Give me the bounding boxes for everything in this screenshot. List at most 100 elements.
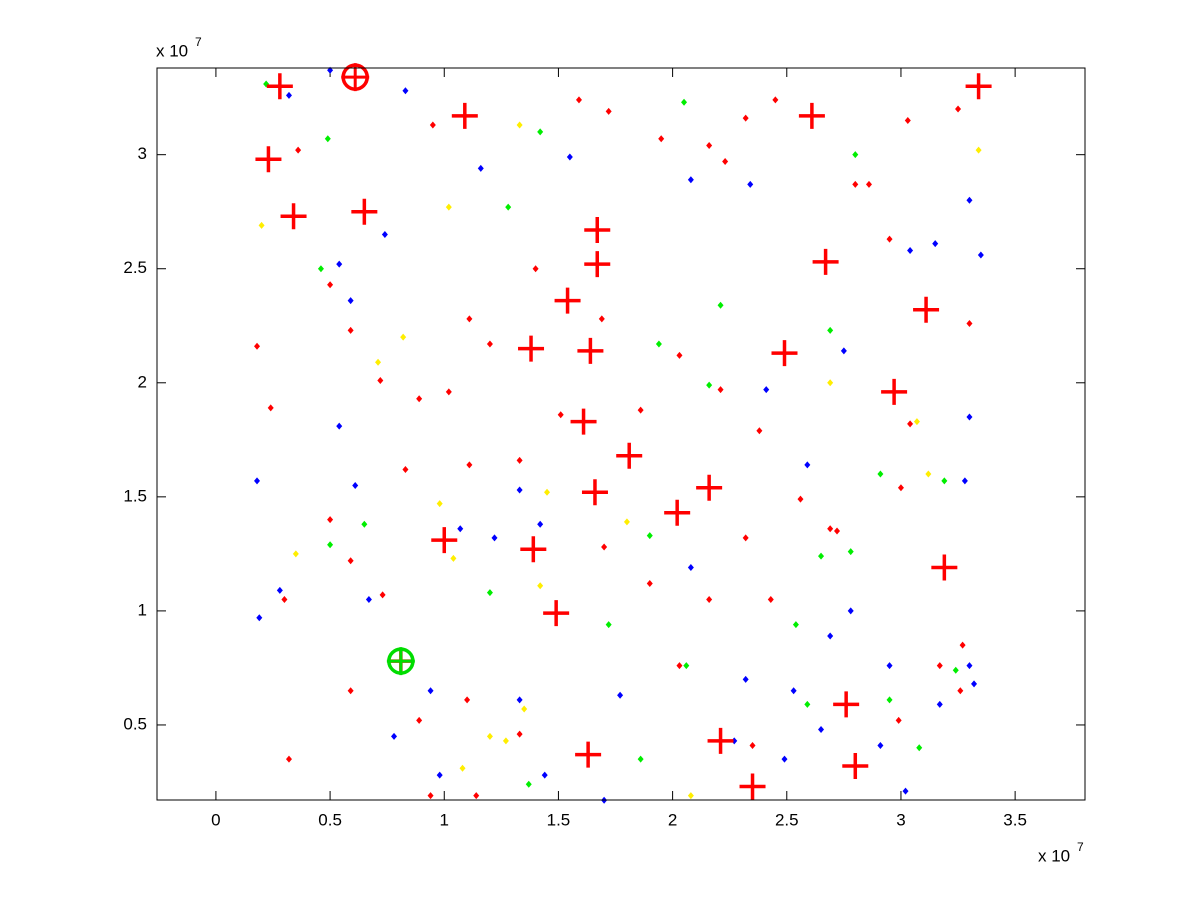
point xyxy=(605,107,612,115)
point xyxy=(804,700,811,708)
plus-marker xyxy=(431,527,458,554)
point xyxy=(491,534,498,542)
point xyxy=(742,534,749,542)
point xyxy=(847,607,854,615)
plus-marker xyxy=(913,296,940,323)
point xyxy=(537,582,544,590)
plus-marker xyxy=(771,340,798,367)
x-tick-label: 2.5 xyxy=(775,810,799,829)
point xyxy=(466,315,473,323)
point xyxy=(254,477,261,485)
x-scale-label: x 10 xyxy=(1038,846,1070,865)
point xyxy=(347,297,354,305)
point xyxy=(932,240,939,248)
plus-marker xyxy=(543,600,570,627)
point xyxy=(966,662,973,670)
point xyxy=(936,662,943,670)
x-tick-label: 3 xyxy=(896,810,905,829)
plus-marker xyxy=(255,146,282,173)
point xyxy=(742,114,749,122)
point xyxy=(276,586,283,594)
plot-frame xyxy=(156,67,1086,801)
y-tick-label: 3 xyxy=(138,144,147,163)
point xyxy=(557,411,564,419)
point xyxy=(516,730,523,738)
point xyxy=(966,319,973,327)
point xyxy=(717,386,724,394)
point xyxy=(347,557,354,565)
point xyxy=(327,66,334,74)
point xyxy=(687,176,694,184)
point xyxy=(541,771,548,779)
plus-marker xyxy=(575,741,602,768)
point xyxy=(427,687,434,695)
point xyxy=(516,696,523,704)
point xyxy=(477,164,484,172)
x-scale-exponent: 7 xyxy=(1077,840,1084,854)
point xyxy=(847,548,854,556)
point xyxy=(617,691,624,699)
point xyxy=(907,420,914,428)
point xyxy=(827,525,834,533)
plus-marker xyxy=(664,499,691,526)
point xyxy=(256,614,263,622)
y-scale-label: x 10 xyxy=(156,41,188,60)
point xyxy=(977,251,984,259)
point xyxy=(763,386,770,394)
y-tick-label: 2 xyxy=(138,372,147,391)
point xyxy=(804,461,811,469)
point xyxy=(975,146,982,154)
point xyxy=(336,422,343,430)
plus-marker xyxy=(451,102,478,129)
point xyxy=(655,340,662,348)
point xyxy=(706,142,713,150)
point xyxy=(292,550,299,558)
point xyxy=(902,787,909,795)
point xyxy=(818,726,825,734)
point xyxy=(827,632,834,640)
point xyxy=(797,495,804,503)
point xyxy=(907,246,914,254)
point xyxy=(742,675,749,683)
point xyxy=(966,413,973,421)
point xyxy=(427,792,434,800)
y-tick-label: 2.5 xyxy=(123,258,147,277)
point xyxy=(347,326,354,334)
plus-marker xyxy=(965,73,992,100)
point xyxy=(877,470,884,478)
point xyxy=(916,744,923,752)
point xyxy=(637,406,644,414)
point xyxy=(852,180,859,188)
point xyxy=(544,488,551,496)
point xyxy=(416,395,423,403)
point xyxy=(687,792,694,800)
plus-marker xyxy=(518,335,545,362)
point xyxy=(537,128,544,136)
x-tick-label: 3.5 xyxy=(1003,810,1027,829)
point xyxy=(834,527,841,535)
point xyxy=(375,358,382,366)
point xyxy=(466,461,473,469)
y-tick-label: 0.5 xyxy=(123,714,147,733)
point xyxy=(658,135,665,143)
plus-marker xyxy=(812,248,839,275)
plus-marker xyxy=(266,73,293,100)
point xyxy=(904,116,911,124)
point xyxy=(623,518,630,526)
x-tick-label: 1 xyxy=(440,810,449,829)
point xyxy=(772,96,779,104)
point xyxy=(637,755,644,763)
point xyxy=(575,96,582,104)
point xyxy=(486,589,493,597)
point xyxy=(781,755,788,763)
point xyxy=(317,265,324,273)
point xyxy=(717,301,724,309)
point xyxy=(281,595,288,603)
plus-marker xyxy=(931,554,958,581)
point xyxy=(486,732,493,740)
plus-marker xyxy=(696,474,723,501)
point xyxy=(429,121,436,129)
point xyxy=(767,595,774,603)
point xyxy=(473,792,480,800)
